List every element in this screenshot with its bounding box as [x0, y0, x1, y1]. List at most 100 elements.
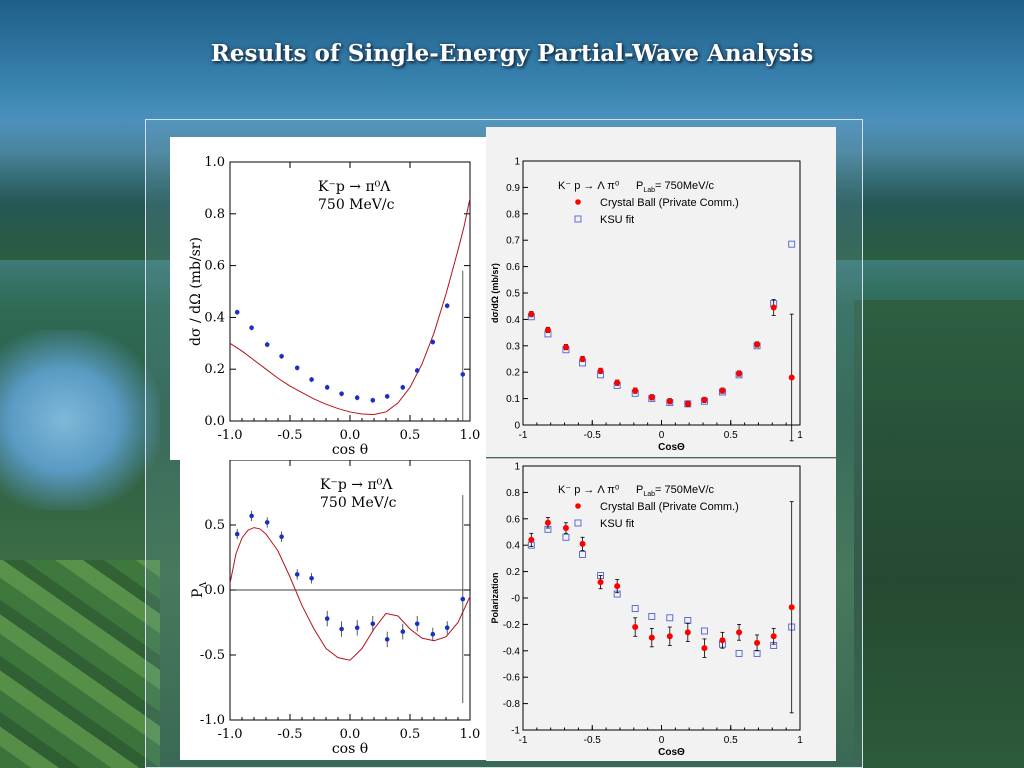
x-tick-label: -1 — [519, 430, 528, 441]
legend-label-fit: KSU fit — [600, 214, 634, 226]
y-tick-label: -0 — [511, 594, 520, 605]
y-tick-label: 0.2 — [506, 368, 520, 379]
legend-marker-data — [575, 199, 581, 205]
data-point — [279, 353, 284, 359]
data-point — [324, 385, 330, 390]
x-tick-label: 1 — [797, 735, 803, 746]
data-point — [460, 372, 466, 377]
x-tick-label: 0 — [659, 430, 665, 441]
data-point — [770, 304, 777, 311]
x-tick-label: -0.5 — [584, 735, 602, 746]
y-tick-label: 0.3 — [506, 341, 520, 352]
y-tick-label: -0.6 — [503, 673, 521, 684]
y-tick-label: 0.4 — [204, 310, 225, 325]
x-axis-label: CosΘ — [658, 747, 685, 758]
x-tick-label: -1 — [519, 735, 528, 746]
y-axis-label-subscript: Λ — [199, 582, 209, 590]
y-tick-label: -0.2 — [503, 620, 521, 631]
data-point — [736, 370, 743, 377]
data-point — [701, 396, 708, 403]
x-tick-label: -0.5 — [277, 727, 302, 742]
y-tick-label: 0.8 — [506, 209, 520, 220]
data-point — [370, 621, 376, 627]
data-point — [666, 633, 673, 640]
chart-cross-section-ksu: -1 -0.5 0 0.5 1 0 0.1 0.2 0.3 0.4 0.5 0.6 0.7 0.8 0.9 1… — [490, 157, 803, 454]
fit-marker — [684, 616, 692, 624]
x-tick-label: 1 — [797, 430, 803, 441]
data-point — [562, 525, 569, 532]
data-point — [719, 637, 726, 644]
y-tick-label: -0.4 — [503, 646, 521, 657]
plab-label: PLab= 750MeV/c — [636, 484, 715, 498]
data-point — [414, 368, 420, 373]
plab-subscript: Lab — [643, 491, 655, 498]
plab-subscript: Lab — [643, 187, 655, 194]
y-tick-label: 0.1 — [506, 394, 520, 405]
data-point — [632, 624, 639, 631]
y-tick-label: -1 — [511, 726, 520, 737]
x-tick-label: -1.0 — [217, 727, 242, 742]
data-point — [430, 631, 436, 637]
theory-curve — [229, 198, 471, 416]
y-axis-label: dσ/dΩ (mb/sr) — [490, 263, 500, 323]
data-point — [528, 311, 535, 318]
data-point — [309, 576, 314, 581]
fit-marker — [631, 605, 639, 613]
legend-marker-fit — [574, 519, 582, 527]
panel-cross-section-ksu: -1 -0.5 0 0.5 1 0 0.1 0.2 0.3 0.4 0.5 0.6 0.7 0.8 0.9 1… — [486, 127, 836, 457]
fit-marker — [788, 240, 796, 248]
fit-marker — [648, 613, 656, 620]
data-point — [234, 531, 240, 537]
data-point — [264, 342, 270, 347]
data-point — [579, 356, 586, 362]
theory-curve — [229, 527, 471, 661]
data-point — [614, 583, 621, 590]
data-point — [249, 513, 254, 519]
legend-label-fit: KSU fit — [600, 518, 634, 530]
y-tick-label: 1 — [514, 157, 520, 168]
x-tick-label: 0 — [659, 735, 665, 746]
data-point — [294, 572, 300, 577]
y-tick-label: 0 — [514, 421, 520, 432]
data-point — [614, 379, 621, 386]
data-point — [234, 309, 240, 315]
data-point — [354, 625, 360, 630]
background-river — [0, 330, 160, 510]
data-point — [444, 625, 450, 630]
data-point — [264, 520, 270, 525]
fit-marker — [666, 614, 674, 622]
data-point — [597, 579, 604, 586]
x-tick-label: -0.5 — [277, 428, 302, 443]
plab-label: PLab= 750MeV/c — [636, 180, 715, 194]
reaction-label: K⁻ p → Λ π⁰ — [558, 484, 620, 496]
y-tick-label: -0.8 — [503, 699, 521, 710]
data-point — [788, 374, 795, 381]
energy-label: 750 MeV/c — [318, 197, 395, 213]
panel-polarization-ksu: -1 -0.5 0 0.5 1 -1 -0.8 -0.6 -0.4 -0.2 -0 0.2 0.4 0.6… — [486, 458, 836, 761]
data-point — [684, 629, 691, 636]
data-point — [770, 633, 777, 640]
plab-value: = 750MeV/c — [655, 484, 715, 496]
y-tick-label: 0.6 — [204, 259, 225, 274]
legend-marker-fit — [574, 215, 582, 223]
x-tick-label: 0.5 — [724, 735, 738, 746]
reaction-label: K⁻ p → Λ π⁰ — [558, 180, 620, 192]
legend-marker-data — [575, 503, 581, 509]
data-point — [339, 626, 344, 632]
fit-marker — [753, 649, 761, 657]
data-point — [544, 326, 551, 333]
data-point — [444, 303, 450, 309]
data-point — [632, 387, 639, 394]
x-tick-label: 0.0 — [340, 727, 361, 742]
data-point — [249, 325, 254, 331]
panel-polarization-theory: -1.0 -0.5 0.0 0.5 1.0 -1.0 -0.5 0.0 0.5 cos θ PΛ K⁻… — [180, 460, 486, 760]
fit-marker — [562, 533, 570, 541]
data-point — [384, 637, 390, 642]
data-point — [754, 639, 761, 646]
data-point — [684, 400, 691, 407]
data-point — [579, 540, 586, 547]
data-point — [430, 339, 436, 345]
slide-title: Results of Single-Energy Partial-Wave An… — [210, 40, 814, 67]
data-point — [400, 385, 406, 390]
